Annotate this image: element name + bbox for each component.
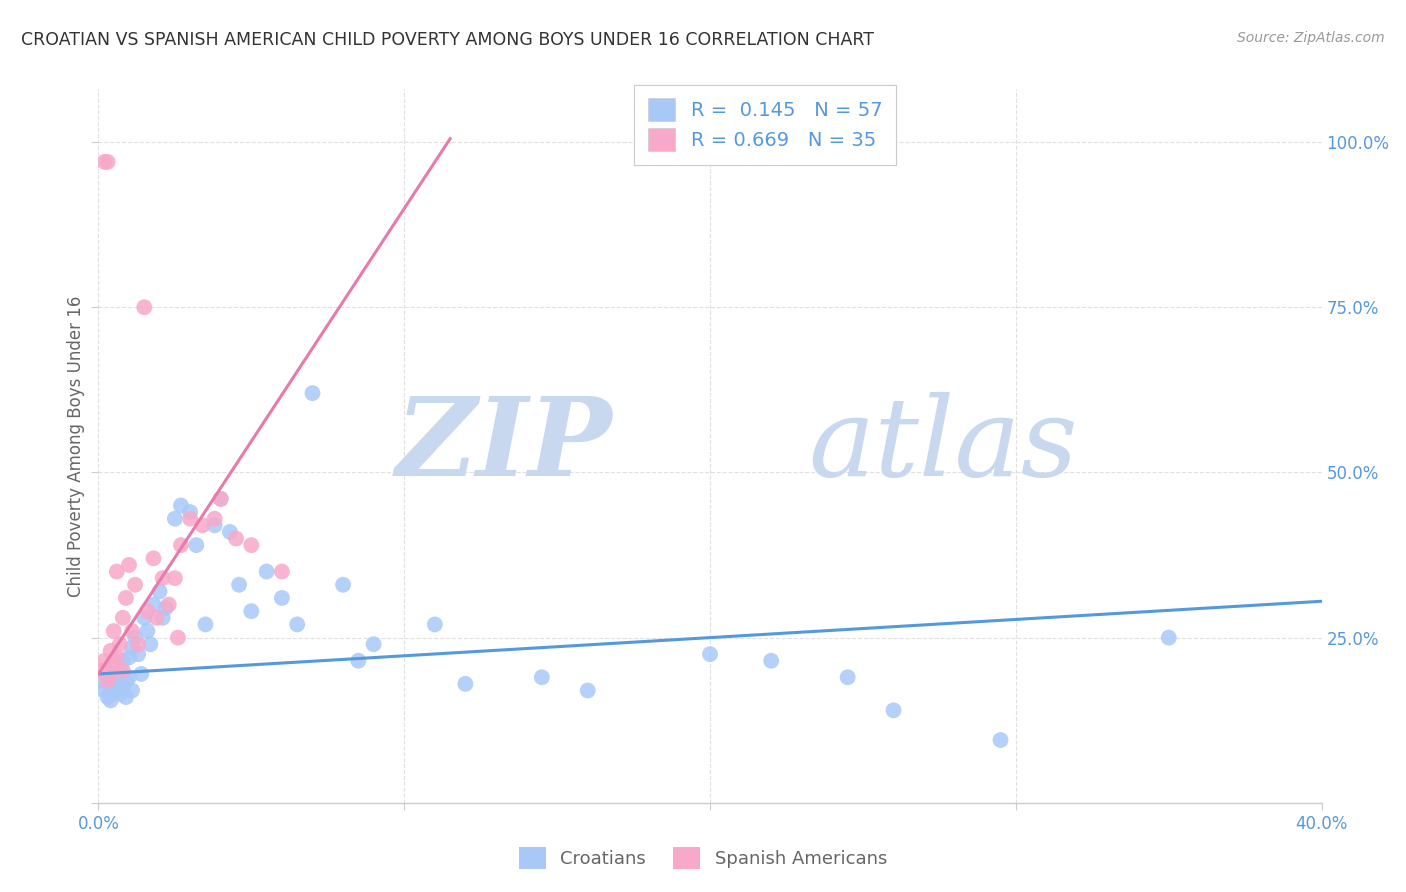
Point — [134, 611, 156, 625]
Point — [699, 647, 721, 661]
Point — [103, 657, 125, 671]
Point — [103, 624, 125, 638]
Point — [103, 677, 125, 691]
Point — [423, 617, 446, 632]
Text: ZIP: ZIP — [395, 392, 612, 500]
Point — [105, 650, 128, 665]
Point — [118, 558, 141, 572]
Point — [163, 571, 186, 585]
Point — [219, 524, 242, 539]
Point — [191, 518, 214, 533]
Point — [111, 611, 134, 625]
Point — [990, 733, 1012, 747]
Point — [111, 680, 134, 694]
Text: CROATIAN VS SPANISH AMERICAN CHILD POVERTY AMONG BOYS UNDER 16 CORRELATION CHART: CROATIAN VS SPANISH AMERICAN CHILD POVER… — [21, 31, 875, 49]
Point — [124, 578, 146, 592]
Point — [228, 578, 250, 592]
Point — [145, 611, 167, 625]
Point — [105, 565, 128, 579]
Point — [155, 600, 177, 615]
Point — [142, 598, 165, 612]
Y-axis label: Child Poverty Among Boys Under 16: Child Poverty Among Boys Under 16 — [66, 295, 84, 597]
Point — [108, 637, 131, 651]
Point — [100, 693, 122, 707]
Point — [209, 491, 232, 506]
Point — [108, 687, 131, 701]
Point — [136, 604, 159, 618]
Point — [93, 683, 115, 698]
Point — [97, 154, 120, 169]
Point — [90, 673, 112, 688]
Point — [115, 673, 138, 688]
Point — [97, 670, 120, 684]
Point — [103, 657, 125, 671]
Point — [105, 667, 128, 681]
Point — [576, 683, 599, 698]
Point — [127, 637, 149, 651]
Point — [124, 631, 146, 645]
Point — [167, 631, 190, 645]
Point — [115, 591, 138, 605]
Point — [152, 611, 174, 625]
Point — [194, 617, 217, 632]
Point — [97, 673, 120, 688]
Point — [118, 670, 141, 684]
Point — [170, 538, 193, 552]
Point — [118, 650, 141, 665]
Point — [139, 637, 162, 651]
Point — [759, 654, 782, 668]
Point — [163, 511, 186, 525]
Point — [301, 386, 323, 401]
Point — [1157, 631, 1180, 645]
Point — [93, 154, 115, 169]
Point — [256, 565, 278, 579]
Point — [209, 491, 232, 506]
Point — [136, 624, 159, 638]
Point — [105, 683, 128, 698]
Point — [97, 690, 120, 704]
Point — [111, 664, 134, 678]
Point — [115, 690, 138, 704]
Point — [363, 637, 385, 651]
Point — [121, 624, 143, 638]
Point — [170, 499, 193, 513]
Point — [204, 518, 226, 533]
Point — [225, 532, 247, 546]
Point — [93, 654, 115, 668]
Point — [121, 640, 143, 655]
Point — [240, 538, 263, 552]
Point — [149, 584, 172, 599]
Point — [347, 654, 370, 668]
Point — [100, 667, 122, 681]
Point — [129, 667, 152, 681]
Legend: Croatians, Spanish Americans: Croatians, Spanish Americans — [510, 838, 896, 879]
Point — [332, 578, 354, 592]
Point — [285, 617, 308, 632]
Legend: R =  0.145   N = 57, R = 0.669   N = 35: R = 0.145 N = 57, R = 0.669 N = 35 — [634, 85, 896, 164]
Point — [90, 664, 112, 678]
Point — [270, 591, 292, 605]
Point — [127, 647, 149, 661]
Point — [204, 511, 226, 525]
Point — [121, 683, 143, 698]
Point — [100, 644, 122, 658]
Point — [100, 680, 122, 694]
Text: atlas: atlas — [808, 392, 1077, 500]
Point — [454, 677, 477, 691]
Point — [179, 511, 201, 525]
Text: Source: ZipAtlas.com: Source: ZipAtlas.com — [1237, 31, 1385, 45]
Point — [111, 654, 134, 668]
Point — [108, 664, 131, 678]
Point — [883, 703, 905, 717]
Point — [186, 538, 208, 552]
Point — [837, 670, 859, 684]
Point — [134, 300, 156, 314]
Point — [270, 565, 292, 579]
Point — [240, 604, 263, 618]
Point — [142, 551, 165, 566]
Point — [530, 670, 553, 684]
Point — [157, 598, 180, 612]
Point — [152, 571, 174, 585]
Point — [179, 505, 201, 519]
